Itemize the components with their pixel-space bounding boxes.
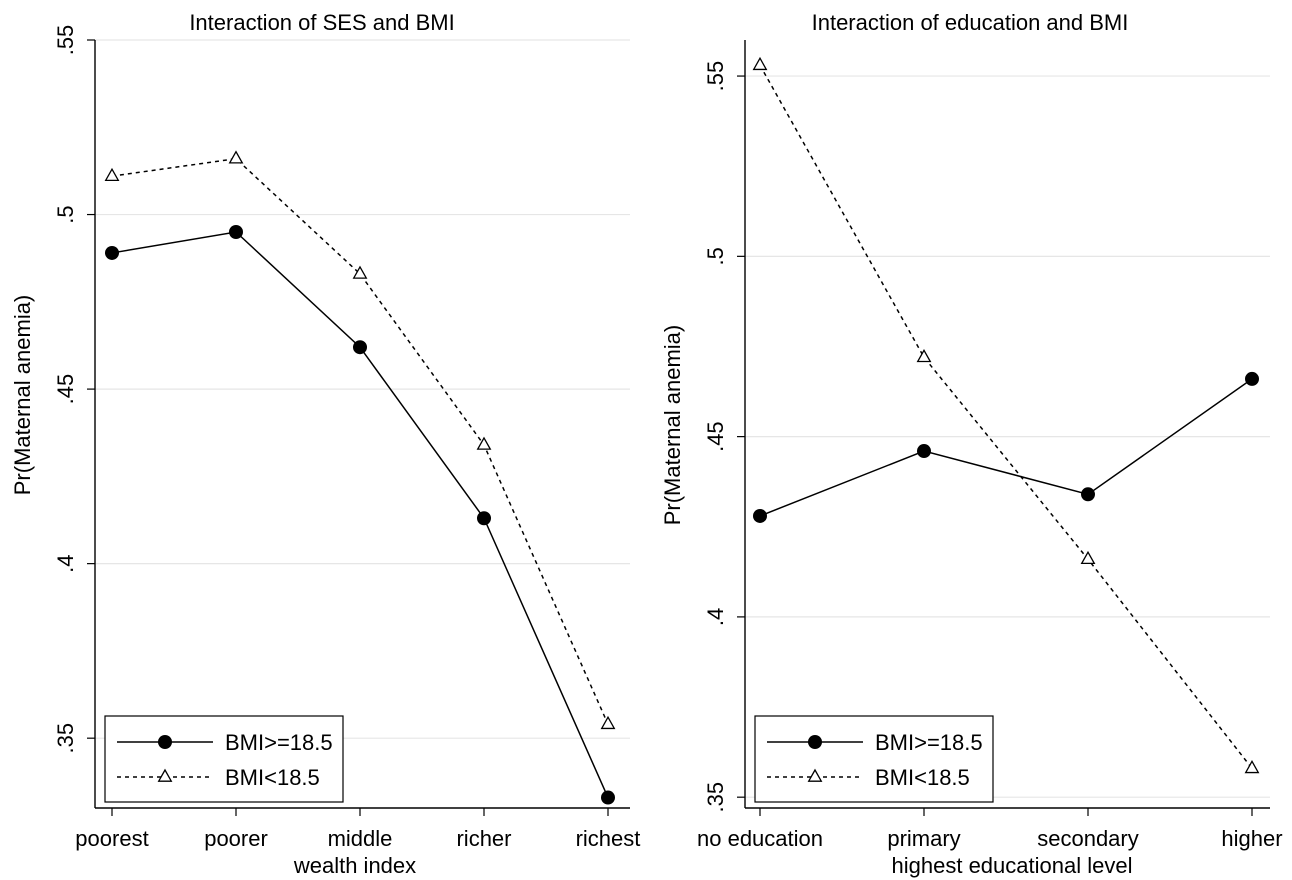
data-point-triangle: [1244, 760, 1260, 774]
y-tick-label: .5: [703, 247, 728, 265]
series-line: [759, 64, 1253, 769]
legend-box: [754, 715, 994, 803]
y-tick-label: .55: [53, 25, 78, 56]
y-axis-label: Pr(Maternal anemia): [10, 295, 35, 496]
y-tick-label: .45: [703, 421, 728, 452]
plot-area: .35 .4 .45 .5 .55 no education primary secondar…: [697, 40, 1283, 851]
x-tick-label: poorest: [75, 826, 148, 851]
series-line: [111, 157, 609, 725]
data-point-circle: [601, 790, 615, 805]
y-axis-label: Pr(Maternal anemia): [660, 325, 685, 526]
x-tick-label: richer: [456, 826, 511, 851]
data-point-triangle: [157, 768, 173, 782]
series-line: [111, 231, 609, 798]
x-tick-label: no education: [697, 826, 823, 851]
data-point-circle: [229, 225, 243, 239]
data-point-triangle: [752, 56, 768, 71]
x-tick-label: higher: [1221, 826, 1282, 851]
data-point-circle: [917, 444, 931, 459]
data-point-circle: [753, 508, 767, 523]
y-tick-label: .35: [53, 723, 78, 754]
chart-title: Interaction of education and BMI: [812, 10, 1129, 35]
y-tick-label: .45: [53, 374, 78, 405]
data-point-circle: [105, 245, 119, 260]
data-point-circle: [1245, 371, 1259, 386]
data-point-triangle: [807, 768, 823, 782]
y-tick-label: .5: [53, 205, 78, 223]
x-axis-label: wealth index: [293, 853, 416, 878]
data-point-circle: [1081, 487, 1095, 502]
chart-panel-ses-bmi: Interaction of SES and BMI Pr(Maternal a…: [10, 10, 640, 878]
data-point-circle: [477, 511, 491, 526]
plot-area: .35 .4 .45 .5 .55 poorest poorer middle richer ri…: [53, 25, 640, 851]
legend: BMI>=18.5 BMI<18.5: [754, 715, 994, 803]
legend-label: BMI<18.5: [875, 765, 970, 790]
legend-label: BMI>=18.5: [875, 730, 983, 755]
data-point-triangle: [1080, 550, 1096, 565]
data-point-triangle: [228, 150, 244, 164]
data-point-triangle: [476, 436, 492, 450]
y-tick-label: .4: [53, 554, 78, 572]
x-tick-label: middle: [328, 826, 393, 851]
x-tick-label: poorer: [204, 826, 268, 851]
data-point-circle: [808, 735, 822, 749]
chart-title: Interaction of SES and BMI: [189, 10, 454, 35]
legend-label: BMI>=18.5: [225, 730, 333, 755]
data-point-triangle: [104, 167, 120, 181]
chart-panel-education-bmi: Interaction of education and BMI Pr(Mate…: [660, 10, 1283, 878]
series-line: [759, 378, 1253, 517]
data-point-circle: [158, 735, 172, 749]
x-tick-label: primary: [887, 826, 960, 851]
data-point-circle: [353, 340, 367, 355]
x-axis-label: highest educational level: [892, 853, 1133, 878]
y-tick-label: .35: [703, 782, 728, 813]
x-tick-label: secondary: [1037, 826, 1139, 851]
y-tick-label: .4: [703, 608, 728, 626]
legend-box: [104, 715, 344, 803]
y-tick-label: .55: [703, 61, 728, 92]
x-tick-label: richest: [576, 826, 641, 851]
legend: BMI>=18.5 BMI<18.5: [104, 715, 344, 803]
data-point-triangle: [600, 715, 616, 730]
data-point-triangle: [916, 348, 932, 363]
data-point-triangle: [352, 265, 368, 279]
legend-label: BMI<18.5: [225, 765, 320, 790]
